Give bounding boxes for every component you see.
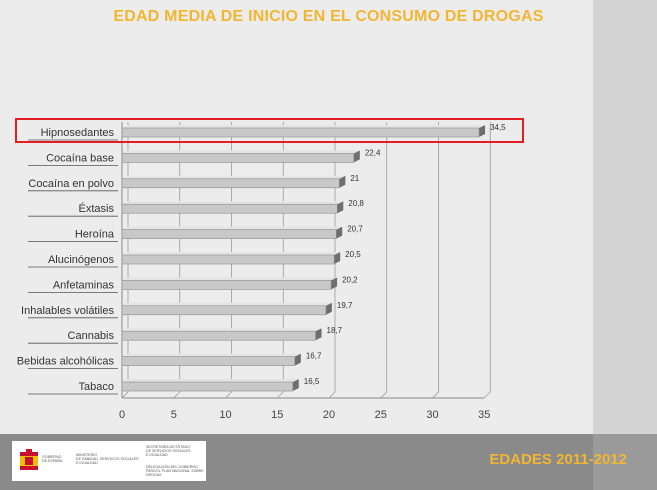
value-label: 20,8 <box>348 199 364 208</box>
category-label: Hipnosedantes <box>41 127 115 139</box>
value-label: 16,5 <box>304 377 320 386</box>
x-tick-label: 15 <box>271 409 283 421</box>
bar-top <box>122 328 322 332</box>
value-label: 21 <box>350 174 359 183</box>
bar-side <box>292 379 299 391</box>
bar-top <box>122 277 338 281</box>
bar-top <box>122 125 486 128</box>
bar-side <box>339 175 346 188</box>
bar-side <box>315 328 322 341</box>
bar <box>121 381 294 392</box>
bar <box>121 153 355 163</box>
x-tick-label: 30 <box>426 409 438 421</box>
x-tick-label: 10 <box>219 409 231 421</box>
bar-top <box>122 201 344 205</box>
x-tick-label: 20 <box>323 409 335 421</box>
value-label: 34,5 <box>490 123 506 132</box>
x-tick-label: 5 <box>171 409 177 421</box>
bar <box>121 178 340 189</box>
bar-top <box>122 302 332 306</box>
logo-text-ministerio: MINISTERIO DE SANIDAD, SERVICIOS SOCIALE… <box>76 453 139 466</box>
x-axis-ticks: 0 5 10 15 20 25 30 35 <box>119 409 490 421</box>
bar-top <box>122 226 343 230</box>
bar <box>121 203 338 214</box>
survey-label: EDADES 2011-2012 <box>489 451 627 468</box>
value-label: 20,7 <box>347 225 363 234</box>
bar-top <box>122 379 299 382</box>
chart-title: EDAD MEDIA DE INICIO EN EL CONSUMO DE DR… <box>113 8 544 25</box>
value-label: 22,4 <box>365 148 381 157</box>
category-label: Cocaína base <box>46 152 114 164</box>
bar <box>121 280 332 290</box>
bar-side <box>336 226 343 239</box>
x-tick-label: 35 <box>478 409 490 421</box>
bar-top <box>122 175 346 179</box>
value-label: 19,7 <box>337 301 353 310</box>
gridline-foot <box>173 391 181 399</box>
category-label: Cocaína en polvo <box>28 178 114 190</box>
bar-top <box>122 150 360 154</box>
category-label: Tabaco <box>79 381 114 393</box>
value-label: 20,5 <box>345 250 361 259</box>
gridline-foot <box>432 391 439 399</box>
logo-text-secretaria: SECRETARÍA DE ESTADO DE SERVICIOS SOCIAL… <box>146 445 191 458</box>
value-label: 20,2 <box>342 275 358 284</box>
bar <box>121 305 327 316</box>
bar-side <box>331 277 338 290</box>
logo-text-gobierno: GOBIERNO DE ESPAÑA <box>42 455 63 464</box>
bars <box>121 125 486 392</box>
bar-side <box>294 353 301 366</box>
right-side-strip <box>593 0 657 434</box>
category-label: Bebidas alcohólicas <box>17 356 115 368</box>
bar-side <box>325 302 332 315</box>
gridline-foot <box>328 391 336 399</box>
bar-top <box>122 252 341 255</box>
bar-top <box>122 353 301 357</box>
gridline-foot <box>276 391 284 399</box>
x-tick-label: 25 <box>375 409 387 421</box>
gridline-foot <box>483 391 491 399</box>
category-labels: Hipnosedantes Cocaína base Cocaína en polv… <box>17 127 118 395</box>
category-label: Anfetaminas <box>53 279 115 291</box>
bar <box>121 254 335 265</box>
bar-side <box>337 201 344 214</box>
category-label: Cannabis <box>68 330 115 342</box>
bar <box>121 127 480 138</box>
value-label: 18,7 <box>327 326 343 335</box>
category-label: Éxtasis <box>79 202 115 215</box>
bar-side <box>353 150 360 163</box>
category-label: Alucinógenos <box>48 254 115 266</box>
bar <box>121 229 337 239</box>
x-tick-label: 0 <box>119 409 125 421</box>
bar <box>121 356 296 366</box>
footer-right-block <box>593 434 657 490</box>
gridline-foot <box>121 391 129 399</box>
value-label: 16,7 <box>306 352 322 361</box>
value-labels: 34,5 22,4 21 20,8 20,7 20,5 20,2 19,7 18,7 16,7 16… <box>304 123 506 386</box>
government-logo: GOBIERNO DE ESPAÑA MINISTERIO DE SANIDAD… <box>12 441 206 481</box>
bar-chart: Hipnosedantes Cocaína base Cocaína en polv… <box>17 122 506 421</box>
spain-crest-icon <box>20 449 38 470</box>
bar <box>121 330 316 341</box>
category-label: Inhalables volátiles <box>21 305 114 317</box>
bar-side <box>334 252 341 264</box>
logo-text-delegacion: DELEGACIÓN DEL GOBIERNO PARA EL PLAN NAC… <box>146 465 204 478</box>
category-label: Heroína <box>75 229 115 241</box>
bar-side <box>479 125 486 137</box>
gridline-foot <box>225 391 232 399</box>
highlight-box <box>15 118 524 143</box>
gridline-foot <box>380 391 388 399</box>
